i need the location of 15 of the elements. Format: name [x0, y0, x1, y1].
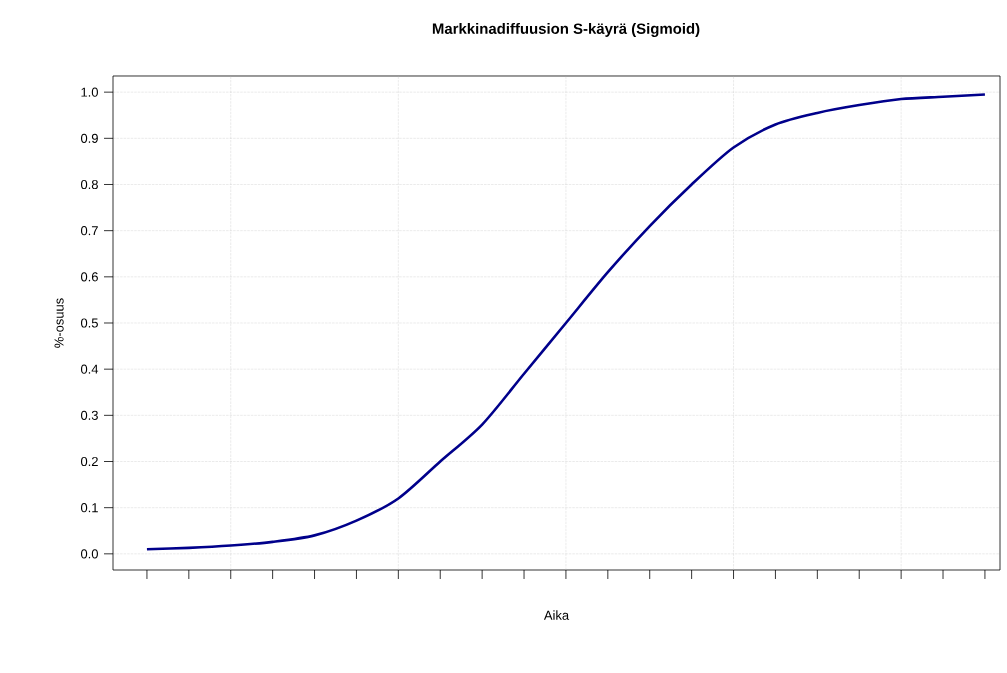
- y-axis-title: %-osuus: [54, 298, 64, 348]
- y-tick-label: 0.1: [80, 503, 98, 513]
- line-series: [145, 93, 987, 551]
- chart-title: Markkinadiffuusion S-käyrä (Sigmoid): [432, 22, 700, 37]
- y-tick-label: 0.2: [80, 456, 98, 467]
- y-tick-label: 0.5: [80, 318, 98, 328]
- y-tick-label: 0.9: [80, 133, 98, 143]
- x-axis-title: Aika: [543, 610, 570, 620]
- y-tick-label: 0.0: [80, 549, 98, 559]
- y-tick-label: 1.0: [81, 87, 98, 97]
- y-tick-label: 0.4: [80, 364, 99, 374]
- y-tick-label: 0.6: [80, 272, 98, 282]
- y-tick-label: 0.8: [80, 179, 98, 190]
- y-tick-label: 0.3: [80, 410, 98, 420]
- y-tick-label: 0.7: [80, 226, 98, 236]
